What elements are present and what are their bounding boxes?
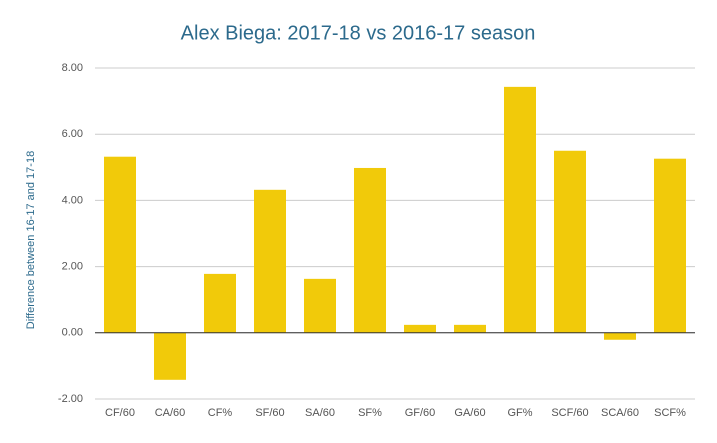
- y-tick-label: 6.00: [62, 128, 83, 140]
- bar: [454, 324, 486, 333]
- bar: [254, 189, 286, 333]
- y-axis-label: Difference between 16-17 and 17-18: [25, 151, 37, 329]
- y-tick-label: 0.00: [62, 327, 83, 339]
- bar: [304, 278, 336, 333]
- chart-title: Alex Biega: 2017-18 vs 2016-17 season: [181, 22, 536, 44]
- x-tick-label: CF/60: [105, 407, 135, 419]
- x-tick-label: CA/60: [155, 407, 186, 419]
- x-tick-label: GF/60: [405, 407, 436, 419]
- x-tick-label: SF%: [358, 407, 382, 419]
- x-tick-label: SCA/60: [601, 407, 639, 419]
- x-tick-label: SCF%: [654, 407, 686, 419]
- bar: [154, 332, 186, 380]
- x-tick-label: SCF/60: [551, 407, 588, 419]
- bar: [554, 150, 586, 333]
- y-tick-label: 2.00: [62, 261, 83, 273]
- x-tick-label: CF%: [208, 407, 233, 419]
- bar: [504, 86, 536, 333]
- bar: [204, 273, 236, 333]
- x-tick-label: GA/60: [454, 407, 485, 419]
- bar: [604, 332, 636, 340]
- y-tick-label: 4.00: [62, 194, 83, 206]
- y-tick-label: -2.00: [58, 393, 83, 405]
- bar: [104, 156, 136, 333]
- bar: [354, 167, 386, 333]
- bar: [404, 324, 436, 333]
- x-tick-label: SA/60: [305, 407, 335, 419]
- x-tick-label: SF/60: [255, 407, 284, 419]
- x-tick-label: GF%: [507, 407, 532, 419]
- bar: [654, 158, 686, 333]
- y-tick-label: 8.00: [62, 62, 83, 74]
